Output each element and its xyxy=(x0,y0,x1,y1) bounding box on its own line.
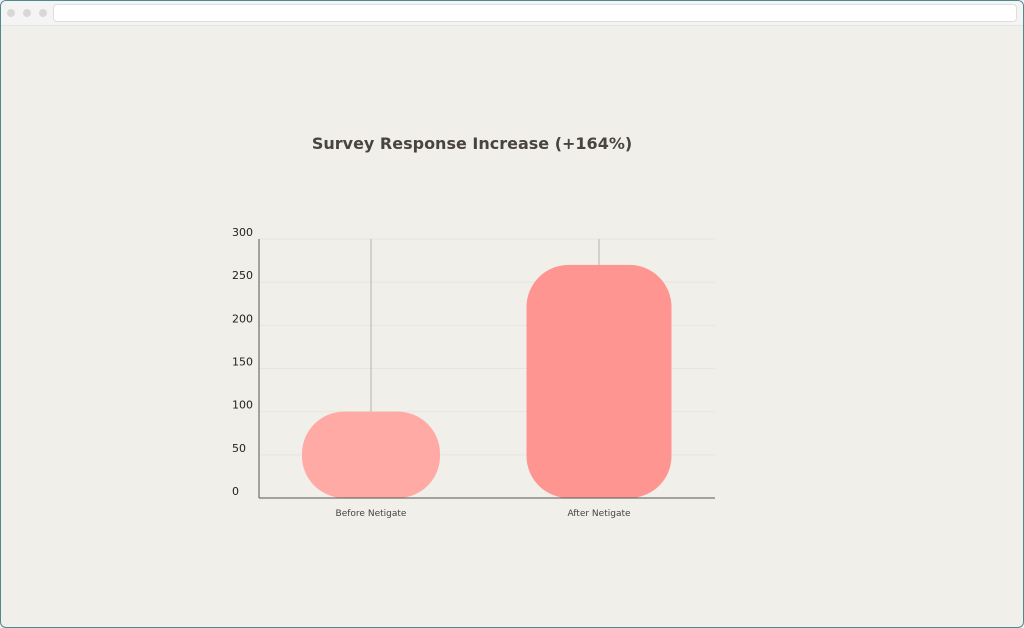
y-tick-label: 50 xyxy=(232,442,246,455)
chart-title: Survey Response Increase (+164%) xyxy=(311,134,633,153)
address-bar[interactable] xyxy=(53,4,1017,22)
x-category-label: Before Netigate xyxy=(336,509,407,519)
bar xyxy=(526,264,672,498)
y-tick-label: 150 xyxy=(232,356,253,369)
x-category-label: After Netigate xyxy=(567,509,631,519)
y-tick-label: 200 xyxy=(232,312,253,325)
y-tick-label: 300 xyxy=(232,226,253,239)
title-bar xyxy=(1,1,1023,26)
y-tick-label: 0 xyxy=(232,485,239,498)
bar xyxy=(302,411,440,498)
maximize-dot[interactable] xyxy=(39,9,47,17)
minimize-dot[interactable] xyxy=(23,9,31,17)
y-tick-label: 250 xyxy=(232,269,253,282)
close-dot[interactable] xyxy=(7,9,15,17)
y-tick-label: 100 xyxy=(232,399,253,412)
